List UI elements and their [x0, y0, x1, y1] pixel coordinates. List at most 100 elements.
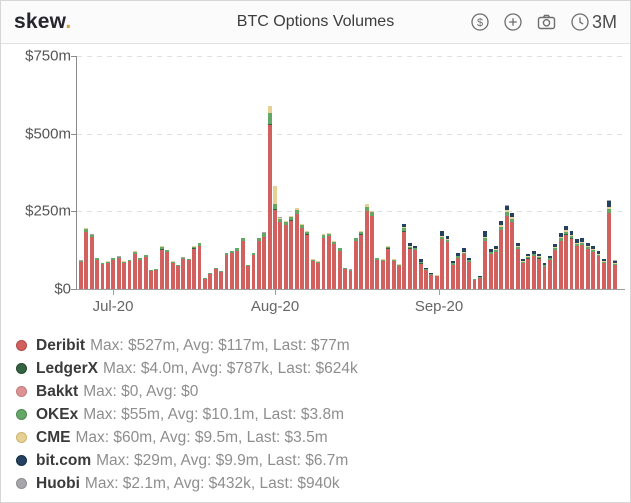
bar-segment-deribit: [510, 222, 515, 289]
legend-bullet-icon: [16, 409, 27, 420]
bar-segment-deribit: [154, 270, 159, 289]
time-range-button[interactable]: 3M: [570, 12, 617, 33]
stacked-bar: [246, 264, 250, 289]
bar-segment-cme: [370, 210, 374, 213]
currency-toggle-button[interactable]: $: [470, 12, 490, 32]
legend-series-name: OKEx: [36, 405, 79, 423]
bar-segment-okex: [289, 216, 294, 221]
bar-segment-deribit: [79, 262, 83, 289]
bar-segment-okex: [278, 218, 283, 222]
bar-segment-cme: [353, 237, 358, 239]
bar-segment-okex: [192, 246, 197, 249]
bar-segment-bitcom: [510, 212, 515, 217]
snapshot-button[interactable]: [536, 12, 557, 32]
bar-segment-bitcom: [472, 278, 477, 280]
bar-segment-okex: [181, 257, 186, 260]
bar-segment-bitcom: [504, 205, 509, 211]
stacked-bar: [337, 248, 342, 289]
legend-item-cme[interactable]: CME Max: $60m, Avg: $9.5m, Last: $3.5m: [14, 426, 358, 449]
stacked-bar: [213, 268, 218, 289]
stacked-bar: [116, 256, 121, 289]
legend-item-bakkt[interactable]: Bakkt Max: $0, Avg: $0: [14, 380, 358, 403]
stacked-bar: [283, 220, 288, 289]
bar-segment-cme: [585, 246, 590, 248]
bar-segment-okex: [375, 258, 380, 260]
bar-segment-okex: [547, 258, 552, 260]
x-axis-line: [76, 289, 625, 290]
legend-bullet-icon: [16, 340, 27, 351]
legend-item-deribit[interactable]: Deribit Max: $527m, Avg: $117m, Last: $77…: [14, 334, 358, 357]
stacked-bar: [477, 276, 482, 289]
bar-segment-cme: [488, 251, 493, 253]
stacked-bar: [547, 256, 552, 289]
bar-segment-okex: [380, 259, 385, 262]
bar-segment-cme: [569, 235, 574, 236]
bar-segment-cme: [413, 247, 418, 249]
bar-segment-deribit: [402, 231, 407, 289]
bar-segment-bitcom: [547, 256, 552, 259]
legend-item-bitcom[interactable]: bit.com Max: $29m, Avg: $9.9m, Last: $6.7…: [14, 449, 358, 472]
bar-segment-okex: [477, 277, 482, 279]
stacked-bar: [483, 230, 488, 289]
bar-segment-ledgerx: [273, 209, 277, 210]
y-axis-line: [76, 56, 77, 290]
stacked-bar: [100, 262, 105, 289]
bar-segment-bitcom: [488, 249, 493, 252]
bar-segment-deribit: [558, 240, 563, 289]
bar-segment-okex: [100, 263, 105, 265]
bar-segment-bitcom: [413, 245, 418, 248]
stacked-bar: [111, 258, 116, 289]
bar-segment-okex: [445, 239, 450, 243]
bar-segment-deribit: [143, 256, 148, 289]
stacked-bar: [537, 254, 542, 289]
bar-segment-okex: [132, 251, 137, 255]
camera-icon: [536, 12, 557, 32]
bar-segment-deribit: [116, 258, 121, 289]
bar-segment-okex: [467, 260, 472, 262]
bar-segment-okex: [391, 259, 396, 262]
bar-segment-bitcom: [612, 260, 617, 263]
bar-segment-deribit: [278, 222, 283, 289]
stacked-bar: [267, 105, 272, 289]
bar-segment-deribit: [456, 257, 461, 289]
bar-segment-okex: [111, 258, 116, 260]
stacked-bar: [418, 259, 423, 289]
legend-series-name: CME: [36, 428, 71, 446]
legend-item-ledgerx[interactable]: LedgerX Max: $4.0m, Avg: $787k, Last: $62…: [14, 357, 358, 380]
stacked-bar: [262, 232, 267, 289]
bar-segment-deribit: [202, 279, 207, 289]
bar-segment-deribit: [176, 266, 180, 289]
x-tick-label: Jul-20: [92, 298, 134, 315]
bar-segment-okex: [413, 248, 418, 250]
bar-segment-cme: [159, 246, 164, 247]
bar-segment-okex: [601, 261, 606, 263]
bar-segment-okex: [332, 241, 337, 244]
bar-segment-okex: [105, 261, 110, 263]
stacked-bar: [79, 260, 83, 289]
bar-segment-okex: [574, 243, 579, 246]
stacked-bar: [461, 248, 466, 289]
legend-item-huobi[interactable]: Huobi Max: $2.1m, Avg: $432k, Last: $940k: [14, 472, 358, 495]
stacked-bar: [370, 210, 374, 289]
bar-segment-cme: [197, 242, 202, 244]
stacked-bar: [510, 212, 515, 289]
bar-segment-okex: [515, 247, 520, 250]
bar-segment-cme: [89, 234, 94, 236]
legend-item-okex[interactable]: OKEx Max: $55m, Avg: $10.1m, Last: $3.8m: [14, 403, 358, 426]
bar-segment-deribit: [547, 260, 552, 289]
bar-segment-deribit: [601, 262, 606, 289]
bar-segment-deribit: [159, 249, 164, 289]
bar-segment-okex: [472, 279, 477, 280]
legend-series-stats: Max: $0, Avg: $0: [83, 382, 199, 400]
stacked-bar: [359, 230, 364, 289]
bar-segment-okex: [510, 218, 515, 222]
stacked-bar: [407, 242, 412, 289]
bar-segment-okex: [596, 254, 601, 257]
header: skew. BTC Options Volumes $: [1, 1, 630, 44]
add-button[interactable]: [503, 12, 523, 32]
stacked-bar: [580, 237, 585, 289]
y-tick-mark: [71, 133, 76, 135]
bar-segment-deribit: [504, 216, 509, 289]
bar-segment-deribit: [580, 244, 585, 289]
bar-segment-bitcom: [553, 244, 558, 247]
